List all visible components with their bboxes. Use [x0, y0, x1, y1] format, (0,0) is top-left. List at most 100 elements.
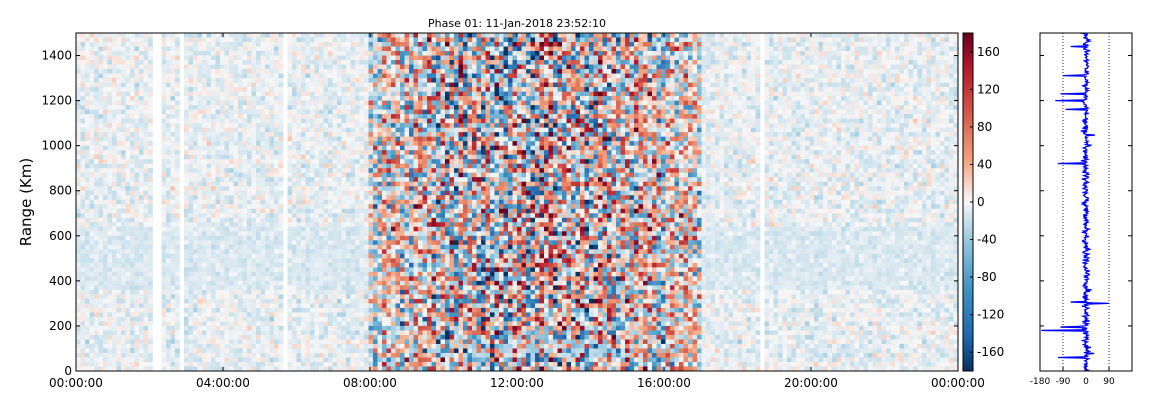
heatmap-cell — [341, 190, 347, 196]
heatmap-cell — [377, 177, 383, 183]
heatmap-cell — [341, 208, 347, 214]
heatmap-cell — [332, 177, 338, 183]
heatmap-cell — [386, 154, 392, 160]
heatmap-cell — [170, 132, 176, 138]
heatmap-cell — [139, 96, 144, 101]
heatmap-cell — [233, 357, 239, 363]
heatmap-cell — [220, 87, 225, 92]
heatmap-cell — [188, 343, 194, 349]
heatmap-cell — [197, 258, 203, 264]
heatmap-cell — [103, 186, 108, 192]
heatmap-cell — [206, 285, 212, 291]
heatmap-cell — [130, 69, 135, 74]
heatmap-cell — [292, 145, 297, 151]
heatmap-cell — [103, 316, 108, 322]
heatmap-cell — [94, 361, 99, 367]
heatmap-cell — [161, 55, 167, 61]
heatmap-cell — [256, 96, 261, 101]
heatmap-cell — [197, 168, 203, 174]
heatmap-cell — [202, 352, 207, 358]
heatmap-cell — [305, 217, 311, 223]
heatmap-cell — [166, 348, 171, 354]
heatmap-cell — [89, 132, 95, 138]
heatmap-cell — [170, 96, 176, 101]
heatmap-cell — [287, 285, 293, 291]
heatmap-cell — [260, 73, 266, 79]
heatmap-cell — [94, 208, 99, 214]
heatmap-cell — [206, 46, 212, 52]
heatmap-cell — [296, 222, 302, 228]
heatmap-cell — [368, 118, 374, 124]
heatmap-cell — [310, 46, 315, 52]
heatmap-cell — [368, 190, 374, 196]
heatmap-cell — [134, 298, 140, 304]
heatmap-cell — [220, 366, 225, 372]
heatmap-cell — [211, 208, 216, 214]
heatmap-cell — [103, 181, 108, 187]
heatmap-cell — [238, 60, 243, 65]
heatmap-cell — [265, 51, 270, 56]
heatmap-cell — [161, 271, 167, 277]
heatmap-cell — [377, 316, 383, 322]
heatmap-cell — [305, 222, 311, 228]
heatmap-cell — [373, 46, 378, 52]
heatmap-cell — [337, 298, 342, 304]
heatmap-cell — [368, 334, 374, 340]
heatmap-cell — [98, 145, 104, 151]
heatmap-cell — [139, 105, 144, 110]
heatmap-cell — [161, 195, 167, 201]
heatmap-cell — [373, 294, 378, 300]
heatmap-cell — [134, 186, 140, 192]
heatmap-cell — [125, 267, 131, 273]
heatmap-cell — [80, 42, 86, 47]
heatmap-cell — [193, 136, 198, 142]
heatmap-cell — [377, 307, 383, 313]
heatmap-cell — [305, 240, 311, 246]
heatmap-cell — [215, 235, 221, 241]
heatmap-cell — [346, 91, 351, 97]
heatmap-cell — [256, 240, 261, 246]
heatmap-cell — [238, 294, 243, 300]
heatmap-cell — [310, 73, 315, 79]
heatmap-cell — [314, 217, 320, 223]
heatmap-cell — [305, 123, 311, 128]
heatmap-cell — [170, 33, 176, 38]
heatmap-cell — [170, 222, 176, 228]
heatmap-cell — [89, 244, 95, 250]
heatmap-cell — [125, 226, 131, 232]
heatmap-cell — [229, 168, 234, 174]
heatmap-cell — [224, 177, 230, 183]
heatmap-cell — [355, 60, 360, 65]
heatmap-cell — [112, 262, 117, 268]
heatmap-cell — [305, 154, 311, 160]
heatmap-cell — [139, 177, 144, 183]
heatmap-cell — [287, 339, 293, 345]
heatmap-cell — [386, 64, 392, 70]
heatmap-cell — [197, 136, 203, 142]
heatmap-cell — [328, 123, 333, 128]
heatmap-cell — [229, 222, 234, 228]
heatmap-cell — [233, 204, 239, 210]
heatmap-cell — [112, 145, 117, 151]
heatmap-cell — [188, 78, 194, 83]
heatmap-cell — [292, 78, 297, 83]
heatmap-cell — [94, 289, 99, 295]
heatmap-cell — [233, 33, 239, 38]
heatmap-cell — [386, 285, 392, 291]
heatmap-cell — [170, 294, 176, 300]
heatmap-cell — [161, 267, 167, 273]
heatmap-cell — [161, 96, 167, 101]
heatmap-cell — [265, 285, 270, 291]
heatmap-cell — [139, 357, 144, 363]
heatmap-cell — [373, 312, 378, 318]
heatmap-cell — [269, 316, 275, 322]
heatmap-cell — [301, 231, 306, 237]
heatmap-cell — [301, 348, 306, 354]
heatmap-cell — [260, 87, 266, 92]
heatmap-cell — [341, 316, 347, 322]
heatmap-cell — [107, 145, 113, 151]
heatmap-cell — [161, 366, 167, 372]
heatmap-cell — [76, 195, 81, 201]
heatmap-cell — [319, 298, 324, 304]
heatmap-cell — [346, 118, 351, 124]
